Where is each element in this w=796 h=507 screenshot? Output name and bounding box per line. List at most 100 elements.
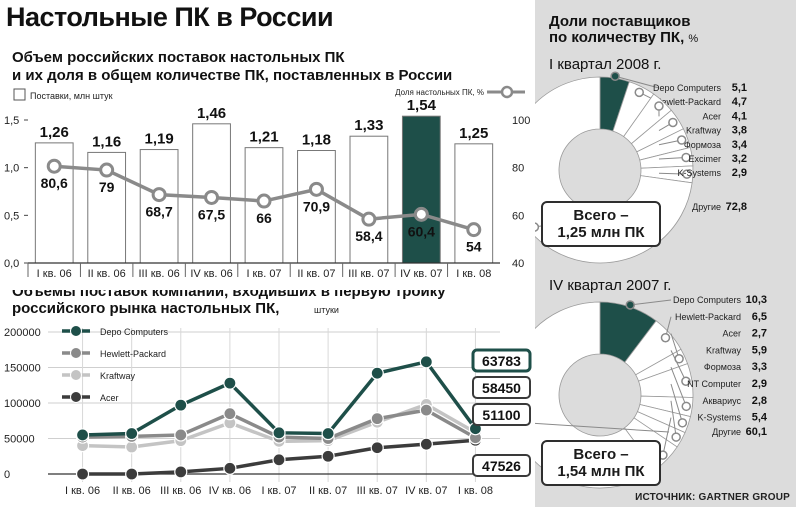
x-tick-label: III кв. 07 <box>348 268 389 280</box>
legend-bar-swatch <box>13 88 26 101</box>
pie-callout-dot <box>676 135 687 145</box>
vendor-point <box>272 453 286 467</box>
pie-slice-label: Excimer <box>688 154 721 164</box>
share-point-label: 54 <box>466 239 482 255</box>
vendor-point <box>419 437 433 451</box>
shipment-bar <box>454 143 494 264</box>
shipment-bar-label: 1,46 <box>197 105 226 122</box>
x-tick-label: I кв. 08 <box>456 268 491 280</box>
pie-slice-label: Формоза <box>704 362 741 372</box>
end-label-box <box>472 403 531 426</box>
shipment-bar <box>297 150 336 264</box>
share-point-label: 68,7 <box>145 204 172 220</box>
end-label: 51100 <box>482 407 520 423</box>
share-point-label: 66 <box>256 210 272 226</box>
vendor-share-pies: 5,1 Depo Computers 4,7 Hewlett-Packard 4,1 Ac… <box>535 71 768 489</box>
shipment-bar-label: 1,26 <box>40 124 69 141</box>
pie-slice-label: NT Computer <box>687 379 741 389</box>
legend-label: Depo Computers <box>100 327 169 337</box>
share-point-label: 67,5 <box>198 206 225 222</box>
x-tick-label: I кв. 07 <box>261 485 296 497</box>
end-label-box <box>472 454 531 477</box>
pie-slice-value: 5,1 <box>732 82 747 94</box>
legend-line-marker <box>500 85 514 99</box>
end-label: 63783 <box>482 353 521 369</box>
share-point <box>151 187 167 203</box>
legend-marker <box>70 347 82 359</box>
pie-slice-value: 60,1 <box>746 426 767 438</box>
share-point-label: 58,4 <box>355 228 382 244</box>
vendor-point <box>272 426 286 440</box>
chart1-title-line1: Объем российских поставок настольных ПК <box>12 49 345 66</box>
shipment-bar <box>349 135 389 264</box>
pie-callout-dot <box>654 101 664 111</box>
vendor-point <box>223 461 237 475</box>
vendor-point <box>125 426 139 441</box>
share-point <box>99 162 115 178</box>
page-title: Настольные ПК в России <box>6 2 334 32</box>
pie-callout-dot <box>681 376 691 386</box>
pie-slice-label: Другие <box>692 202 721 212</box>
share-title-line1: Доли поставщиков <box>549 13 691 30</box>
x-tick-label: II кв. 07 <box>297 268 335 280</box>
share-point-label: 60,4 <box>408 223 435 239</box>
y-right-tick: 60 <box>512 210 524 222</box>
pie-slice-value: 3,8 <box>732 125 747 137</box>
y-right-tick: 80 <box>512 163 524 175</box>
pie-slice-label: K-Systems <box>697 413 741 423</box>
pie-callout-dot <box>681 152 691 163</box>
y-left-tick: 0,0 <box>4 258 19 270</box>
share-point-label: 80,6 <box>41 175 68 191</box>
source-note: ИСТОЧНИК: GARTNER GROUP <box>635 492 790 503</box>
pie-slice-label: Hewlett-Packard <box>675 312 741 322</box>
pie-slice-label: Kraftway <box>686 126 722 136</box>
pie-slice-value: 3,4 <box>732 139 748 151</box>
legend-label: Hewlett-Packard <box>100 349 166 359</box>
pie-slice-label: Hewlett-Packard <box>655 97 721 107</box>
pie-callout-line <box>615 75 660 89</box>
x-tick-label: II кв. 06 <box>113 485 151 497</box>
left-panel: Объем российских поставок настольных ПК и… <box>4 49 532 497</box>
x-tick-label: IV кв. 06 <box>209 485 251 497</box>
y-left-tick: 1,5 <box>4 115 19 127</box>
share-point <box>361 211 377 227</box>
x-tick-label: IV кв. 07 <box>400 268 442 280</box>
pie-slice-value: 10,3 <box>746 294 767 306</box>
pie-callout-line <box>535 422 670 433</box>
vendor-point <box>370 366 384 380</box>
pie-callout-dot <box>682 169 692 179</box>
pie-slice-label: Depo Computers <box>653 83 722 93</box>
vendor-point <box>223 376 237 390</box>
shipment-bar-label: 1,21 <box>249 129 278 146</box>
pie-slice-value: 4,7 <box>732 96 747 108</box>
pie-slice-value: 6,5 <box>752 311 767 323</box>
pie-slice-label: Аквариус <box>702 396 741 406</box>
vendor-shipments-line-chart: Объемы поставок компаний, входивших в пе… <box>4 290 532 497</box>
pie2-total: Всего –1,54 млн ПК <box>541 440 661 486</box>
y-tick-label: 200000 <box>4 327 41 339</box>
y-tick-label: 0 <box>4 469 10 481</box>
x-tick-label: I кв. 06 <box>65 485 100 497</box>
vendor-point <box>321 449 335 463</box>
end-label-box <box>472 376 531 399</box>
pie-callout-line <box>630 299 672 306</box>
pie-callout-dot <box>625 300 635 310</box>
legend-marker <box>70 391 82 403</box>
share-point <box>466 222 482 238</box>
vendor-point <box>174 428 188 442</box>
y-right-tick: 100 <box>512 115 530 127</box>
pie-callout-dot <box>660 332 671 343</box>
pie-slice-label: Kraftway <box>706 345 742 355</box>
pie-callout-dot <box>634 87 645 98</box>
share-point <box>256 193 272 209</box>
pie-callout-line <box>670 350 687 382</box>
vendor-point <box>419 355 433 369</box>
x-tick-label: II кв. 07 <box>309 485 347 497</box>
pie-slice-label: Формоза <box>684 140 721 150</box>
pie-slice-value: 72,8 <box>726 201 747 213</box>
pie-callout-dot <box>668 117 678 128</box>
share-point-label: 70,9 <box>303 198 330 214</box>
chart1-title-line2: и их доля в общем количестве ПК, поставл… <box>12 67 452 84</box>
x-tick-label: III кв. 06 <box>138 268 179 280</box>
pie-callout-line <box>670 383 683 423</box>
